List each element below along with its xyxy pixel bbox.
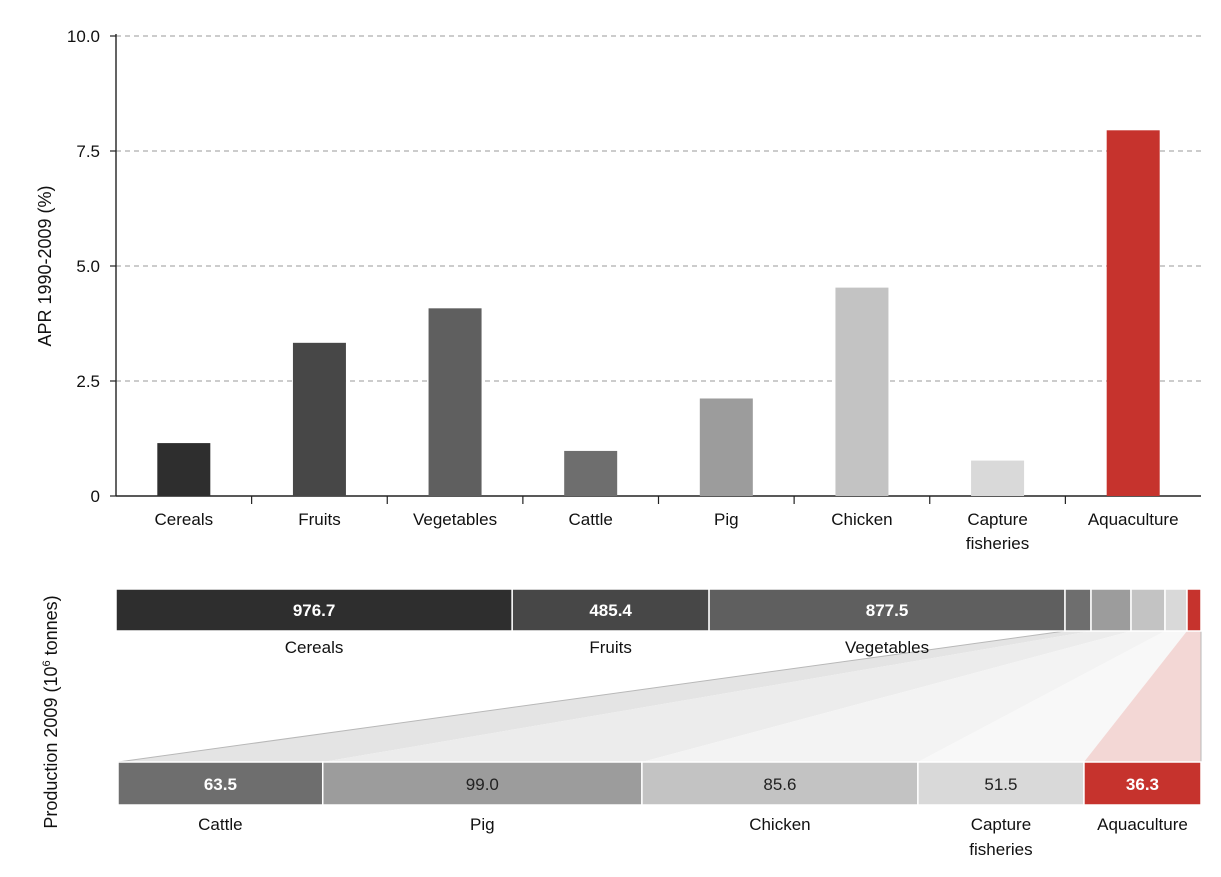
expanded-segment-aquaculture (1083, 761, 1202, 806)
production-category-label: Cereals (285, 638, 344, 657)
production-category-label: Fruits (589, 638, 632, 657)
expanded-category-label: Chicken (749, 815, 810, 834)
bar-pig (699, 398, 753, 496)
expansion-wedge (641, 631, 1165, 762)
expanded-category-label: Cattle (198, 815, 242, 834)
bar-vegetables (428, 308, 482, 496)
expanded-segment-capture-fisheries (917, 761, 1085, 806)
expanded-value-label: 36.3 (1126, 775, 1159, 794)
expanded-value-label: 85.6 (763, 775, 796, 794)
expansion-wedge (322, 631, 1131, 762)
x-tick-label: Cereals (155, 510, 214, 529)
expanded-category-label: Aquaculture (1097, 815, 1188, 834)
expanded-value-label: 99.0 (466, 775, 499, 794)
production-axis-label-suffix: tonnes) (41, 595, 61, 660)
x-tick-label: Cattle (568, 510, 612, 529)
y-axis-label: APR 1990-2009 (%) (35, 185, 55, 346)
production-value-label: 485.4 (589, 601, 632, 620)
y-tick-label: 10.0 (67, 27, 100, 46)
y-tick-label: 7.5 (76, 142, 100, 161)
production-segment-cattle (1064, 588, 1092, 632)
x-tick-label: Chicken (831, 510, 892, 529)
x-tick-label-part: fisheries (966, 534, 1029, 553)
production-value-label: 976.7 (293, 601, 336, 620)
bar-fruits (292, 342, 346, 496)
bar-chicken (835, 287, 889, 496)
production-value-label: 877.5 (866, 601, 909, 620)
x-tick-label: Aquaculture (1088, 510, 1179, 529)
bar-cattle (564, 450, 618, 496)
expanded-category-label: fisheries (969, 840, 1032, 859)
bar-aquaculture (1106, 130, 1160, 497)
production-segment-pig (1090, 588, 1132, 632)
x-tick-label: Vegetables (413, 510, 497, 529)
y-tick-label: 2.5 (76, 372, 100, 391)
bar-cereals (157, 443, 211, 496)
expansion-wedge (917, 631, 1187, 762)
expanded-segment-chicken (641, 761, 919, 806)
x-tick-label: Fruits (298, 510, 341, 529)
x-tick-label: Pig (714, 510, 739, 529)
production-category-label: Vegetables (845, 638, 929, 657)
expansion-wedge (118, 631, 1091, 762)
expanded-category-label: Pig (470, 815, 495, 834)
bar-capture-fisheries (971, 460, 1025, 496)
production-segment-cereals (115, 588, 513, 632)
x-tick-label-part: Capture (967, 510, 1027, 529)
expansion-guide-left (117, 630, 1066, 763)
production-segment-capture-fisheries (1164, 588, 1188, 632)
expanded-value-label: 51.5 (984, 775, 1017, 794)
expanded-segment-cattle (117, 761, 324, 806)
expanded-segment-pig (321, 761, 643, 806)
production-axis-label-sup: 6 (41, 660, 53, 666)
y-tick-label: 0 (91, 487, 100, 506)
expanded-value-label: 63.5 (204, 775, 237, 794)
y-tick-label: 5.0 (76, 257, 100, 276)
production-axis-label: Production 2009 (106 tonnes) (41, 595, 61, 828)
production-segment-aquaculture (1186, 588, 1202, 632)
expanded-category-label: Capture (971, 815, 1031, 834)
expansion-wedge (1083, 631, 1201, 762)
production-axis-label-prefix: Production 2009 (10 (41, 667, 61, 829)
production-segment-chicken (1130, 588, 1166, 632)
